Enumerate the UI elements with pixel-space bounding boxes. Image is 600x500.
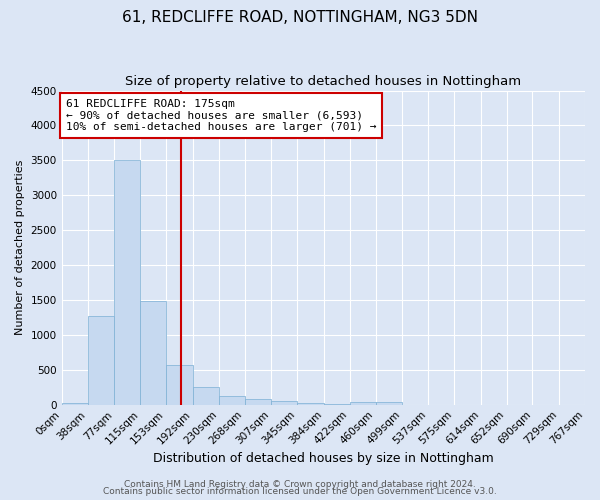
Bar	[114, 160, 140, 404]
Bar	[193, 388, 218, 404]
Bar	[271, 401, 297, 404]
Text: 61, REDCLIFFE ROAD, NOTTINGHAM, NG3 5DN: 61, REDCLIFFE ROAD, NOTTINGHAM, NG3 5DN	[122, 10, 478, 25]
Bar	[350, 402, 376, 404]
Bar	[166, 365, 193, 405]
Bar	[245, 399, 271, 404]
Text: Contains HM Land Registry data © Crown copyright and database right 2024.: Contains HM Land Registry data © Crown c…	[124, 480, 476, 489]
Bar	[88, 316, 114, 404]
Bar	[62, 402, 88, 404]
Bar	[297, 403, 323, 404]
Bar	[140, 302, 166, 405]
Y-axis label: Number of detached properties: Number of detached properties	[15, 160, 25, 336]
Bar	[376, 402, 402, 404]
X-axis label: Distribution of detached houses by size in Nottingham: Distribution of detached houses by size …	[153, 452, 494, 465]
Text: Contains public sector information licensed under the Open Government Licence v3: Contains public sector information licen…	[103, 487, 497, 496]
Bar	[218, 396, 245, 404]
Title: Size of property relative to detached houses in Nottingham: Size of property relative to detached ho…	[125, 75, 521, 88]
Text: 61 REDCLIFFE ROAD: 175sqm
← 90% of detached houses are smaller (6,593)
10% of se: 61 REDCLIFFE ROAD: 175sqm ← 90% of detac…	[66, 99, 376, 132]
